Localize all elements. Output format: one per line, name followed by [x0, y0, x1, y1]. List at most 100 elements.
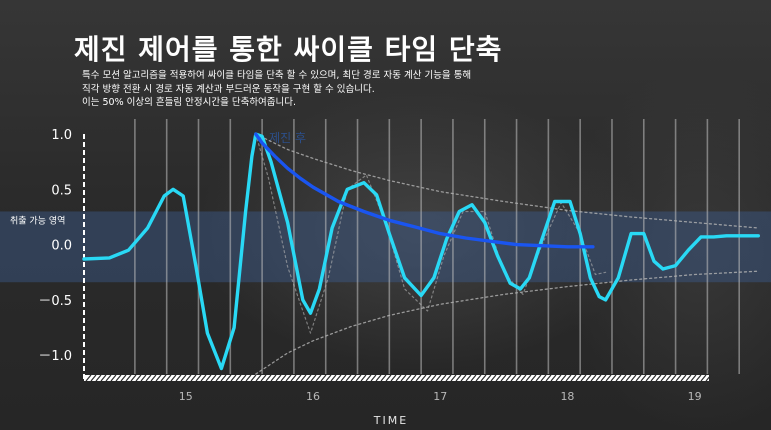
- x-axis-hatch: [520, 374, 527, 382]
- x-axis-hatch: [480, 374, 487, 382]
- x-axis-hatch: [660, 374, 667, 382]
- x-axis-hatch: [655, 374, 662, 382]
- undamped-reference-line: [255, 133, 607, 334]
- x-axis-hatch: [370, 374, 377, 382]
- x-axis-hatch: [110, 374, 117, 382]
- x-axis-hatch: [345, 374, 352, 382]
- x-axis-hatch: [240, 374, 247, 382]
- damped-line: [254, 132, 595, 249]
- x-axis-hatch: [385, 374, 392, 382]
- x-axis-hatch: [170, 374, 177, 382]
- x-axis-hatch: [185, 374, 192, 382]
- x-axis-hatch: [95, 374, 102, 382]
- x-axis-hatch: [545, 374, 552, 382]
- x-axis-hatch: [410, 374, 417, 382]
- x-axis-bar: [84, 375, 709, 381]
- x-axis-hatch: [625, 374, 632, 382]
- description-line-2: 직각 방향 전환 시 경로 자동 계산과 부드러운 동작을 구현 할 수 있습니…: [82, 83, 375, 95]
- x-axis-hatch: [120, 374, 127, 382]
- x-axis-hatch: [425, 374, 432, 382]
- description-line-3: 이는 50% 이상의 흔들림 안정시간을 단축하여줍니다.: [82, 97, 297, 108]
- x-axis-hatch: [485, 374, 492, 382]
- x-axis-hatch: [675, 374, 682, 382]
- x-axis-hatch: [615, 374, 622, 382]
- x-tick-label: 18: [560, 390, 574, 403]
- x-axis-hatch: [400, 374, 407, 382]
- x-axis-hatch: [495, 374, 502, 382]
- x-axis-hatch: [250, 374, 257, 382]
- x-axis-hatch: [270, 374, 277, 382]
- x-axis-hatch: [530, 374, 537, 382]
- x-axis-hatch: [125, 374, 132, 382]
- x-axis-hatch: [180, 374, 187, 382]
- x-axis-hatch: [245, 374, 252, 382]
- x-axis-hatch: [290, 374, 297, 382]
- x-axis-hatch: [190, 374, 197, 382]
- x-axis-hatch: [600, 374, 607, 382]
- x-axis-hatch: [405, 374, 412, 382]
- vibration-line: [82, 132, 760, 371]
- x-axis-hatch: [285, 374, 292, 382]
- x-axis-hatch: [630, 374, 637, 382]
- x-axis-hatch: [475, 374, 482, 382]
- x-axis-hatch: [150, 374, 157, 382]
- annotation-label: 제진 후: [269, 131, 306, 145]
- x-axis-hatch: [500, 374, 507, 382]
- x-axis-hatch: [695, 374, 702, 382]
- x-axis-label: TIME: [373, 414, 408, 427]
- x-axis-hatch: [175, 374, 182, 382]
- page-description: 특수 모션 알고리즘을 적용하여 싸이클 타임을 단축 할 수 있으며, 최단 …: [82, 69, 542, 110]
- x-axis-hatch: [610, 374, 617, 382]
- x-axis-hatch: [225, 374, 232, 382]
- x-axis-hatch: [140, 374, 147, 382]
- y-tick-label: －0.5: [38, 294, 72, 309]
- envelope-bottom-line: [255, 270, 759, 375]
- x-axis-hatch: [200, 374, 207, 382]
- x-axis-hatch: [490, 374, 497, 382]
- x-axis-hatch: [395, 374, 402, 382]
- x-axis-hatch: [105, 374, 112, 382]
- x-axis-hatch: [355, 374, 362, 382]
- x-axis-hatch: [230, 374, 237, 382]
- x-tick-label: 19: [688, 390, 702, 403]
- x-axis-hatch: [635, 374, 642, 382]
- x-axis-hatch: [375, 374, 382, 382]
- x-axis-hatch: [100, 374, 107, 382]
- x-axis-hatch: [555, 374, 562, 382]
- x-axis-hatch: [380, 374, 387, 382]
- x-axis-hatch: [445, 374, 452, 382]
- x-tick-label: 15: [179, 390, 193, 403]
- x-axis-hatch: [510, 374, 517, 382]
- x-axis-hatch: [255, 374, 262, 382]
- x-axis-hatch: [135, 374, 142, 382]
- x-axis-hatch: [340, 374, 347, 382]
- x-axis-hatch: [540, 374, 547, 382]
- y-tick-label: －1.0: [38, 349, 72, 364]
- x-axis-hatch: [315, 374, 322, 382]
- x-tick-label: 16: [306, 390, 320, 403]
- x-axis-hatch: [620, 374, 627, 382]
- x-axis-hatch: [585, 374, 592, 382]
- x-tick-label: 17: [433, 390, 447, 403]
- x-axis-hatch: [310, 374, 317, 382]
- x-axis-hatch: [435, 374, 442, 382]
- pickup-zone-label: 취출 가능 영역: [10, 215, 65, 226]
- x-axis-hatch: [440, 374, 447, 382]
- y-tick-label: 0.5: [51, 183, 72, 198]
- x-axis-hatch: [145, 374, 152, 382]
- x-axis-hatch: [705, 374, 712, 382]
- x-axis-hatch: [645, 374, 652, 382]
- x-axis-hatch: [690, 374, 697, 382]
- x-axis-hatch: [360, 374, 367, 382]
- x-axis-hatch: [415, 374, 422, 382]
- x-axis-hatch: [205, 374, 212, 382]
- x-axis-hatch: [535, 374, 542, 382]
- x-axis-hatch: [460, 374, 467, 382]
- x-axis-hatch: [85, 374, 92, 382]
- x-axis-hatch: [560, 374, 567, 382]
- x-axis-hatch: [275, 374, 282, 382]
- x-axis-hatch: [210, 374, 217, 382]
- x-axis-hatch: [235, 374, 242, 382]
- x-axis-hatch: [130, 374, 137, 382]
- x-axis-hatch: [515, 374, 522, 382]
